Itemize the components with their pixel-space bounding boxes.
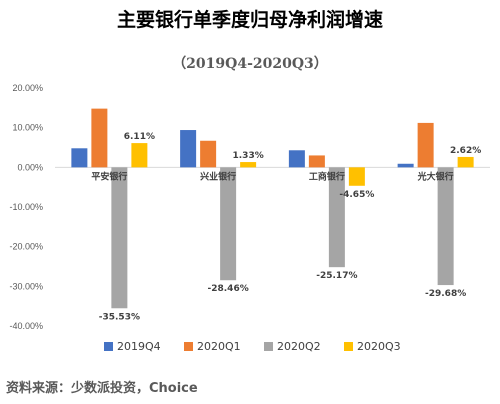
- legend: 2019Q4 2020Q1 2020Q2 2020Q3: [104, 340, 401, 353]
- category-label: 平安银行: [91, 170, 127, 182]
- category-label: 工商银行: [309, 170, 345, 182]
- data-label: 6.11%: [124, 132, 155, 142]
- data-labels: -35.53% 6.11% -28.46% 1.33% -25.17% -4.65% -29…: [99, 132, 481, 322]
- data-label: -25.17%: [316, 271, 357, 281]
- legend-label: 2020Q2: [277, 340, 321, 353]
- bar-2020Q3-3: [457, 156, 474, 168]
- bar-2019Q4-0: [71, 148, 88, 168]
- legend-swatch: [264, 342, 273, 351]
- y-tick-label: 20.00%: [12, 83, 43, 93]
- source-note: 资料来源：少数派投资，Choice: [6, 380, 198, 396]
- bar-2019Q4-3: [397, 163, 414, 168]
- legend-swatch: [344, 342, 353, 351]
- y-axis: 20.00% 10.00% 0.00% -10.00% -20.00% -30.00% -4…: [9, 83, 43, 331]
- data-label: -4.65%: [339, 190, 374, 200]
- data-label: -35.53%: [99, 312, 140, 322]
- chart-subtitle: （2019Q4-2020Q3）: [172, 56, 328, 72]
- data-label: 2.62%: [450, 146, 481, 156]
- category-labels: 平安银行 兴业银行 工商银行 光大银行: [91, 170, 453, 182]
- bar-2020Q1-0: [91, 108, 108, 168]
- y-tick-label: -30.00%: [9, 281, 43, 291]
- data-label: -28.46%: [208, 284, 249, 294]
- legend-label: 2019Q4: [117, 340, 161, 353]
- y-tick-label: -20.00%: [9, 242, 43, 252]
- bar-2020Q3-2: [348, 167, 365, 186]
- legend-swatch: [184, 342, 193, 351]
- legend-label: 2020Q3: [357, 340, 401, 353]
- legend-label: 2020Q1: [197, 340, 241, 353]
- legend-swatch: [104, 342, 113, 351]
- category-label: 兴业银行: [200, 170, 236, 182]
- y-tick-label: 0.00%: [17, 162, 43, 172]
- y-tick-label: 10.00%: [12, 123, 43, 133]
- y-tick-label: -10.00%: [9, 202, 43, 212]
- bar-2020Q2-3: [437, 167, 454, 286]
- bar-2020Q2-1: [220, 167, 237, 281]
- bar-2019Q4-1: [180, 130, 197, 168]
- bar-2020Q2-2: [328, 167, 345, 268]
- data-label: 1.33%: [233, 151, 264, 161]
- bar-2020Q2-0: [111, 167, 128, 309]
- bar-2019Q4-2: [288, 150, 305, 168]
- bar-2020Q1-3: [417, 122, 434, 168]
- category-label: 光大银行: [417, 170, 454, 182]
- bar-2020Q3-1: [240, 162, 257, 168]
- chart-title: 主要银行单季度归母净利润增速: [117, 8, 383, 31]
- plot-area: [55, 108, 490, 309]
- bar-2020Q1-1: [200, 140, 217, 168]
- data-label: -29.68%: [425, 289, 466, 299]
- bar-2020Q1-2: [308, 155, 325, 168]
- y-tick-label: -40.00%: [9, 321, 43, 331]
- bar-2020Q3-0: [131, 143, 148, 168]
